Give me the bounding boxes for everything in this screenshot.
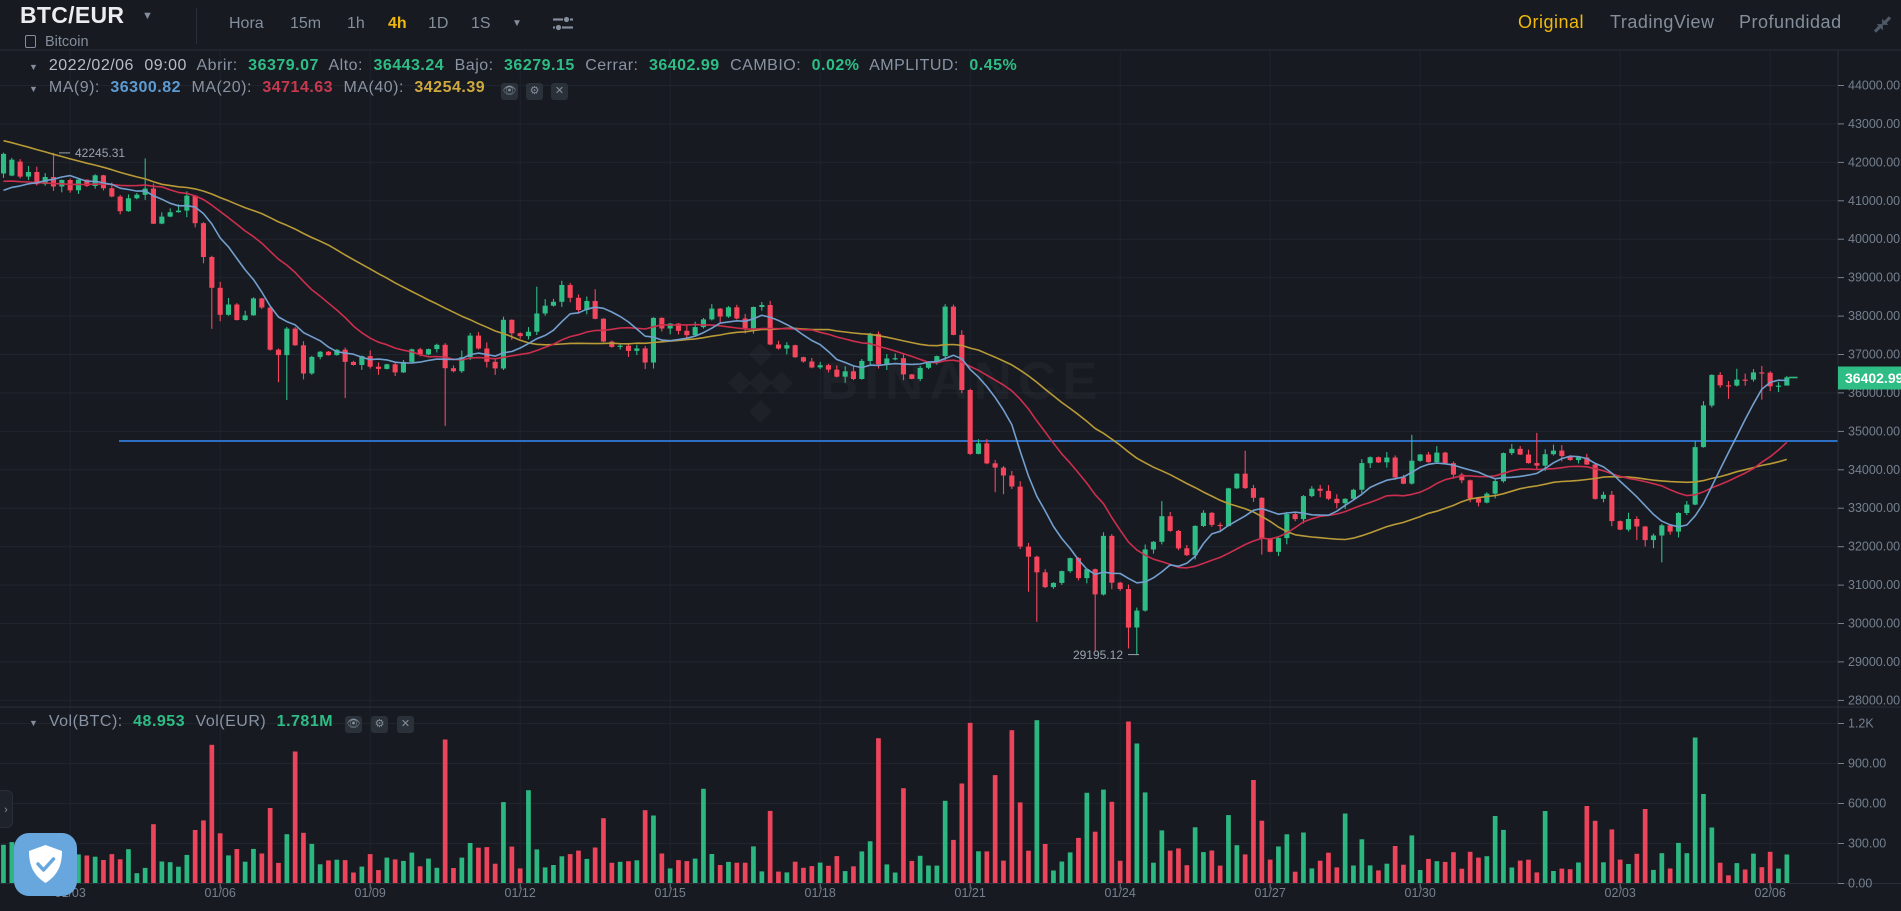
svg-text:41000.00: 41000.00	[1848, 194, 1900, 208]
svg-text:1.2K: 1.2K	[1848, 717, 1874, 731]
svg-text:28000.00: 28000.00	[1848, 693, 1900, 707]
svg-text:900.00: 900.00	[1848, 757, 1886, 771]
svg-text:01/21: 01/21	[955, 886, 986, 900]
svg-text:01/12: 01/12	[505, 886, 536, 900]
svg-text:600.00: 600.00	[1848, 797, 1886, 811]
svg-text:0.00: 0.00	[1848, 877, 1872, 891]
svg-text:01/24: 01/24	[1105, 886, 1136, 900]
svg-text:40000.00: 40000.00	[1848, 232, 1900, 246]
svg-text:33000.00: 33000.00	[1848, 501, 1900, 515]
svg-text:01/09: 01/09	[355, 886, 386, 900]
svg-text:35000.00: 35000.00	[1848, 424, 1900, 438]
svg-text:42245.31: 42245.31	[75, 146, 125, 160]
svg-text:44000.00: 44000.00	[1848, 79, 1900, 93]
svg-text:34000.00: 34000.00	[1848, 463, 1900, 477]
svg-text:32000.00: 32000.00	[1848, 540, 1900, 554]
svg-text:29000.00: 29000.00	[1848, 655, 1900, 669]
svg-text:01/27: 01/27	[1255, 886, 1286, 900]
svg-text:01/30: 01/30	[1405, 886, 1436, 900]
svg-text:02/06: 02/06	[1755, 886, 1786, 900]
svg-text:02/03: 02/03	[1605, 886, 1636, 900]
svg-text:01/18: 01/18	[805, 886, 836, 900]
svg-text:30000.00: 30000.00	[1848, 617, 1900, 631]
svg-text:01/06: 01/06	[205, 886, 236, 900]
svg-text:43000.00: 43000.00	[1848, 117, 1900, 131]
svg-text:42000.00: 42000.00	[1848, 155, 1900, 169]
svg-text:29195.12: 29195.12	[1073, 648, 1123, 662]
svg-text:38000.00: 38000.00	[1848, 309, 1900, 323]
svg-text:01/15: 01/15	[655, 886, 686, 900]
svg-text:31000.00: 31000.00	[1848, 578, 1900, 592]
svg-text:300.00: 300.00	[1848, 837, 1886, 851]
svg-text:36402.99: 36402.99	[1845, 370, 1901, 386]
svg-text:37000.00: 37000.00	[1848, 348, 1900, 362]
svg-text:39000.00: 39000.00	[1848, 271, 1900, 285]
